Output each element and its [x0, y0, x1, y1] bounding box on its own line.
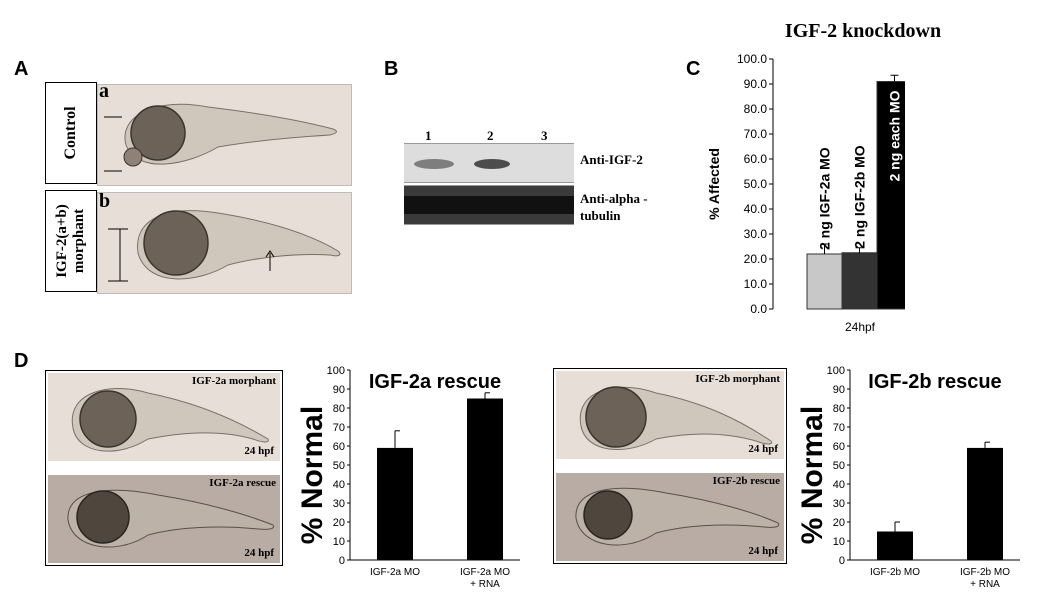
- chart-d1-y-tick-label: 80: [333, 403, 345, 415]
- chart-d1-y-tick-label: 60: [333, 441, 345, 453]
- chart-d1-x-tick-label: IGF-2a MO: [370, 567, 420, 578]
- chart-d1-x-tick-label: IGF-2a MO: [460, 567, 510, 578]
- morphant-embryo-image: [97, 192, 352, 294]
- chart-d1-title: IGF-2a rescue: [369, 371, 501, 393]
- morphant-label: IGF-2(a+b) morphant: [54, 204, 87, 278]
- chart-d2-y-tick-label: 40: [833, 479, 845, 491]
- chart-d2-y-tick-label: 50: [833, 460, 845, 472]
- morphant-label-box: IGF-2(a+b) morphant: [45, 190, 97, 292]
- panel-letter-c: C: [686, 58, 701, 80]
- chart-d2-y-tick-label: 70: [833, 422, 845, 434]
- chart-c-bar: [806, 253, 843, 310]
- chart-d2-y-tick-label: 0: [839, 555, 845, 567]
- chart-d2-x-tick-label: + RNA: [970, 579, 1000, 590]
- control-label: Control: [62, 106, 79, 160]
- igf2a-rescue-label: IGF-2a rescue: [209, 477, 276, 489]
- chart-d1-bar: [467, 398, 503, 560]
- chart-c-bar-label: 2 ng IGF-2a MO: [817, 147, 833, 250]
- igf2a-morphant-label: IGF-2a morphant: [191, 375, 276, 387]
- chart-d2-bar: [877, 531, 913, 560]
- chart-c-y-tick-label: 50.0: [744, 177, 768, 191]
- chart-c-y-label: % Affected: [706, 148, 722, 220]
- igf2b-morphant-time: 24 hpf: [748, 443, 778, 455]
- igf2b-morphant-label: IGF-2b morphant: [695, 373, 780, 385]
- chart-c-y-tick-label: 20.0: [744, 252, 768, 266]
- chart-c-y-tick-label: 100.0: [737, 52, 767, 66]
- chart-d1-x-tick-label: + RNA: [470, 579, 500, 590]
- chart-c-bar-label: 2 ng each MO: [887, 90, 903, 181]
- chart-d1-y-tick-label: 100: [327, 365, 345, 377]
- chart-d2: 0 10 20 30 40 50 60 70 80 90 100 % Normal IGF-2b res…: [800, 365, 1020, 590]
- chart-d2-title: IGF-2b rescue: [868, 371, 1001, 393]
- chart-c-y-tick-label: 90.0: [744, 77, 768, 91]
- chart-c-y-tick-label: 70.0: [744, 127, 768, 141]
- chart-d2-y-tick-label: 30: [833, 498, 845, 510]
- panel-letter-b: B: [384, 58, 399, 80]
- chart-d1-y-tick-label: 30: [333, 498, 345, 510]
- chart-d1-y-tick-label: 50: [333, 460, 345, 472]
- chart-c-bar: [841, 252, 878, 310]
- igf2a-morphant-image: [48, 373, 280, 461]
- control-embryo-image: [97, 84, 352, 186]
- chart-d2-x-tick-label: IGF-2b MO: [870, 567, 920, 578]
- chart-c-y-tick-label: 60.0: [744, 152, 768, 166]
- chart-d1-y-tick-label: 0: [339, 555, 345, 567]
- chart-d2-y-tick-label: 100: [827, 365, 845, 377]
- igf2-blot: [404, 143, 574, 183]
- igf2b-rescue-label: IGF-2b rescue: [712, 475, 780, 487]
- d-image-set-2: IGF-2b morphant 24 hpf IGF-2b rescue 24 …: [553, 368, 787, 564]
- chart-d1-y-tick-label: 20: [333, 517, 345, 529]
- chart-c-y-tick-label: 30.0: [744, 227, 768, 241]
- igf2a-rescue-time: 24 hpf: [244, 547, 274, 559]
- panel-letter-a: A: [14, 58, 29, 80]
- igf2a-rescue-image: [48, 475, 280, 563]
- igf2a-morphant-time: 24 hpf: [244, 445, 274, 457]
- igf2b-rescue-time: 24 hpf: [748, 545, 778, 557]
- anti-tubulin-label: Anti-alpha -tubulin: [580, 191, 648, 223]
- chart-d2-y-tick-label: 10: [833, 536, 845, 548]
- chart-d1-bar: [377, 447, 413, 560]
- igf2b-rescue-image: [556, 473, 784, 561]
- chart-c-y-tick-label: 10.0: [744, 277, 768, 291]
- panel-letter-d: D: [14, 350, 29, 372]
- lane-1-label: 1: [425, 128, 432, 143]
- lane-3-label: 3: [541, 128, 548, 143]
- lane-2-label: 2: [487, 128, 494, 143]
- chart-d1-y-label: % Normal: [300, 406, 329, 544]
- control-label-box: Control: [45, 82, 97, 184]
- chart-c-y-tick-label: 0.0: [750, 302, 767, 316]
- chart-d2-y-tick-label: 80: [833, 403, 845, 415]
- d-image-set-1: IGF-2a morphant 24 hpf IGF-2a rescue 24 …: [45, 370, 283, 566]
- chart-d2-y-label: % Normal: [800, 406, 829, 544]
- chart-c-y-tick-label: 40.0: [744, 202, 768, 216]
- chart-d2-x-tick-label: IGF-2b MO: [960, 567, 1010, 578]
- chart-d1-y-tick-label: 70: [333, 422, 345, 434]
- chart-d2-y-tick-label: 20: [833, 517, 845, 529]
- chart-d1-y-tick-label: 90: [333, 384, 345, 396]
- anti-igf2-label: Anti-IGF-2: [580, 152, 643, 167]
- chart-d1: 0 10 20 30 40 50 60 70 80 90 100 % Normal IGF-2a res…: [300, 365, 520, 590]
- chart-c-y-tick-label: 80.0: [744, 102, 768, 116]
- chart-d1-y-tick-label: 40: [333, 479, 345, 491]
- sublabel-a: a: [99, 80, 109, 102]
- chart-c: 0.0 10.0 20.0 30.0 40.0 50.0 60.0 70.0 80.0 90.0 1…: [706, 52, 905, 334]
- chart-d1-y-tick-label: 10: [333, 536, 345, 548]
- tubulin-blot: [404, 185, 574, 225]
- chart-c-bar: [876, 81, 905, 310]
- chart-d2-y-tick-label: 90: [833, 384, 845, 396]
- igf2b-morphant-image: [556, 371, 784, 459]
- chart-c-bar-label: 2 ng IGF-2b MO: [852, 145, 868, 249]
- chart-c-title: IGF-2 knockdown: [784, 20, 942, 42]
- sublabel-b: b: [99, 190, 111, 212]
- chart-d2-bar: [967, 447, 1003, 560]
- chart-c-x-label: 24hpf: [845, 320, 876, 334]
- chart-d2-y-tick-label: 60: [833, 441, 845, 453]
